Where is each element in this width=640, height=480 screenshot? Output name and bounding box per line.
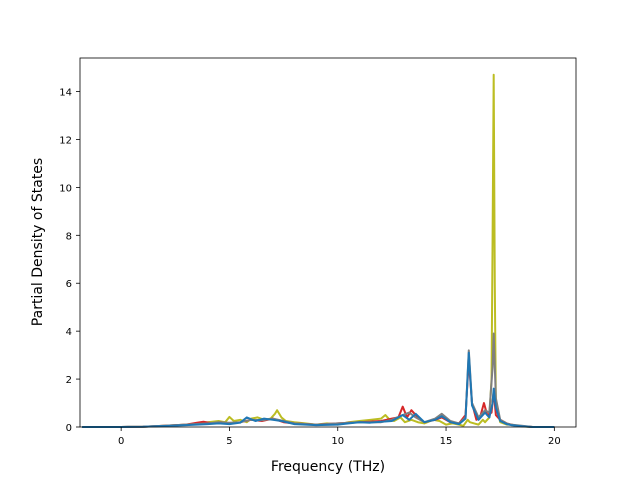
- x-tick-label: 0: [118, 436, 124, 447]
- y-tick-label: 0: [66, 423, 72, 434]
- y-tick-label: 8: [66, 231, 72, 242]
- y-axis-title: Partial Density of States: [30, 158, 46, 326]
- y-tick-label: 14: [59, 88, 72, 99]
- series-layer: [82, 73, 555, 428]
- x-axis: 0 5 10 15 20: [118, 427, 561, 447]
- plot-frame: [79, 57, 577, 428]
- y-tick-label: 4: [66, 327, 72, 338]
- y-tick-label: 2: [66, 375, 72, 386]
- series-line-3: [82, 351, 555, 428]
- x-tick-label: 10: [331, 436, 344, 447]
- x-tick-label: 20: [548, 436, 561, 447]
- series-line-2: [82, 332, 555, 428]
- y-tick-label: 12: [59, 135, 72, 146]
- x-tick-label: 15: [440, 436, 453, 447]
- y-tick-label: 10: [59, 183, 72, 194]
- x-tick-label: 5: [226, 436, 232, 447]
- y-axis: 0 2 4 6 8 10 12 14: [59, 88, 80, 434]
- y-tick-label: 6: [66, 279, 72, 290]
- x-axis-title: Frequency (THz): [271, 459, 385, 475]
